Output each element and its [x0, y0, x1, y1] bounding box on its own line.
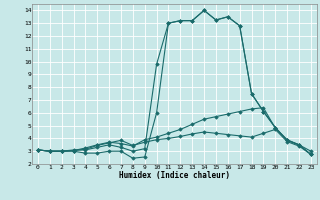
X-axis label: Humidex (Indice chaleur): Humidex (Indice chaleur) [119, 171, 230, 180]
